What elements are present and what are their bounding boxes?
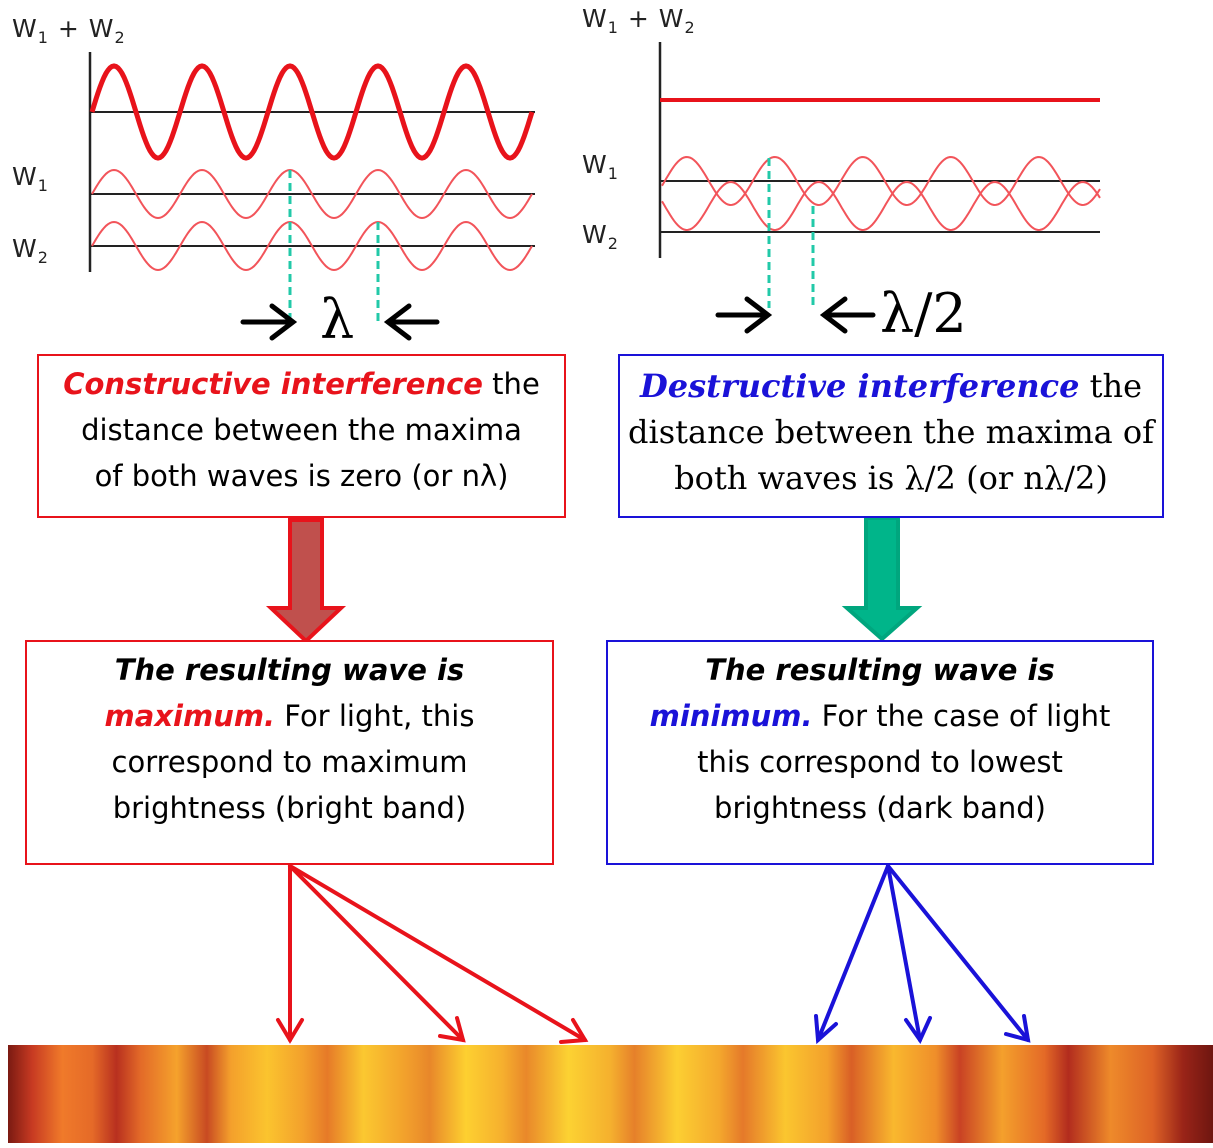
constructive-wave-plot [88, 52, 535, 341]
maximum-line-2: maximum. For light, this [104, 699, 475, 733]
destructive-wave-plot [658, 42, 1101, 334]
w2-wave [91, 220, 533, 272]
label-sum-left: W1 + W2 [12, 14, 126, 47]
destructive-line-2: distance between the maxima of [627, 413, 1155, 451]
constructive-line-3: of both waves is zero (or nλ) [94, 459, 509, 493]
minimum-result-box: The resulting wave is minimum. For the c… [606, 640, 1154, 865]
dark-band-arrows [814, 864, 1031, 1045]
minimum-line-3: this correspond to lowest [697, 745, 1063, 779]
destructive-definition-box: Destructive interference the distance be… [618, 354, 1164, 518]
w1-wave [91, 168, 533, 220]
minimum-line-2: minimum. For the case of light [649, 699, 1111, 733]
minimum-line-4: brightness (dark band) [714, 791, 1046, 825]
destructive-line-1: Destructive interference the [640, 367, 1142, 405]
left-arrow-icon [383, 303, 440, 341]
interference-fringe-pattern [8, 1045, 1213, 1143]
constructive-line-2: distance between the maxima [81, 413, 522, 447]
right-arrow-icon [240, 303, 298, 341]
red-down-arrow [265, 518, 347, 644]
w1-wave [661, 155, 1101, 207]
bright-band-arrows [276, 864, 589, 1044]
constructive-line-1: Constructive interference the [63, 367, 540, 401]
maximum-line-4: brightness (bright band) [112, 791, 467, 825]
label-w2-left: W2 [12, 234, 49, 267]
sum-wave [89, 63, 535, 161]
wavelength-label: λ [320, 288, 355, 351]
label-w2-right: W2 [582, 220, 619, 253]
right-arrow-icon [715, 296, 773, 334]
w2-wave [661, 180, 1101, 232]
maximum-line-3: correspond to maximum [111, 745, 468, 779]
maximum-result-box: The resulting wave is maximum. For light… [25, 640, 554, 865]
minimum-heading: The resulting wave is [705, 653, 1055, 687]
half-wavelength-label: λ/2 [880, 282, 967, 345]
constructive-definition-box: Constructive interference the distance b… [37, 354, 566, 518]
destructive-line-3: both waves is λ/2 (or nλ/2) [674, 459, 1108, 497]
green-down-arrow [841, 516, 923, 642]
left-arrow-icon [819, 296, 876, 334]
label-sum-right: W1 + W2 [582, 4, 696, 37]
label-w1-left: W1 [12, 162, 49, 195]
label-w1-right: W1 [582, 150, 619, 183]
maximum-heading: The resulting wave is [114, 653, 465, 687]
